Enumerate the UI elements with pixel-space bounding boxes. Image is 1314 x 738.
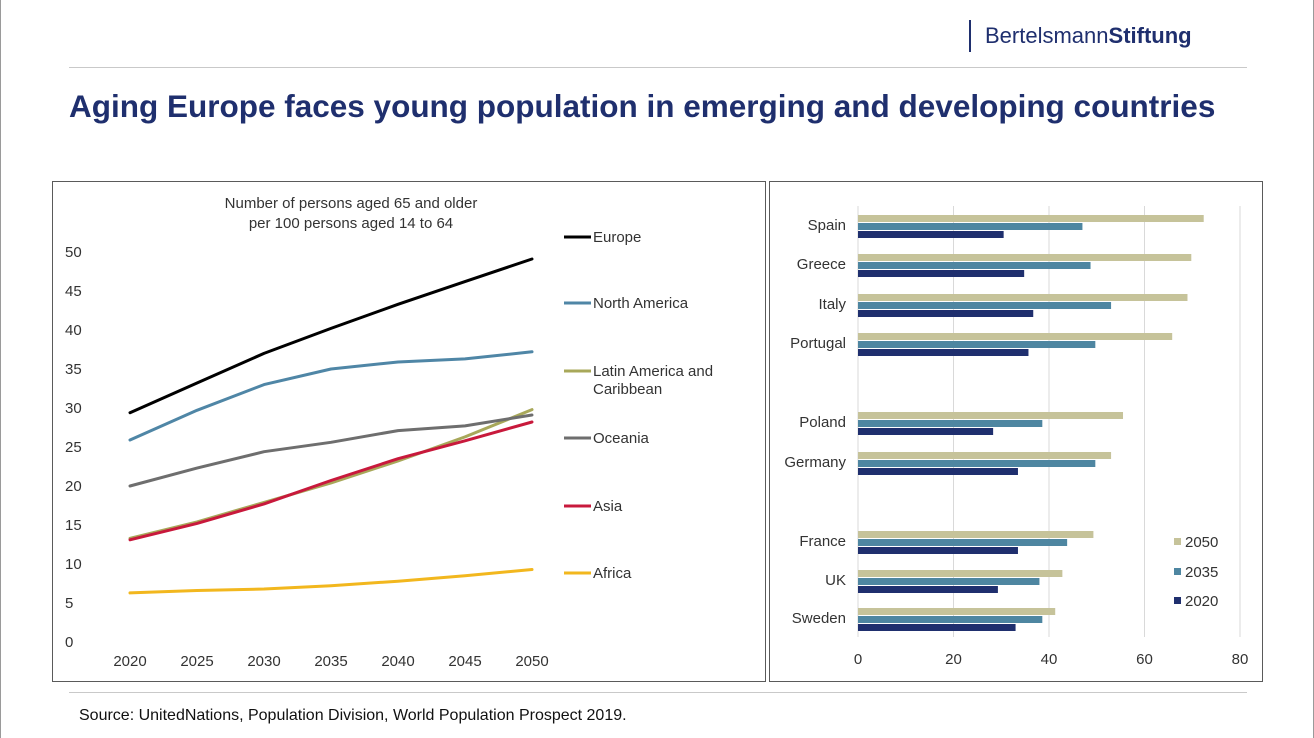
x-tick-label: 2050 bbox=[515, 653, 548, 670]
bar bbox=[858, 468, 1018, 475]
series-line bbox=[128, 408, 534, 540]
bar bbox=[858, 215, 1204, 222]
bar bbox=[858, 349, 1029, 356]
x-tick-label: 20 bbox=[945, 651, 962, 668]
category-label: Germany bbox=[784, 454, 846, 471]
series-line bbox=[128, 257, 534, 415]
category-label: Sweden bbox=[792, 610, 846, 627]
y-tick-label: 35 bbox=[65, 361, 82, 378]
series-line bbox=[128, 420, 534, 542]
bar bbox=[858, 412, 1124, 419]
y-tick-label: 10 bbox=[65, 556, 82, 573]
legend-label: Latin America and bbox=[593, 363, 713, 380]
x-tick-label: 2030 bbox=[247, 653, 280, 670]
footer-divider bbox=[69, 692, 1247, 693]
legend-label: Caribbean bbox=[593, 381, 662, 398]
category-label: France bbox=[799, 533, 846, 550]
bar bbox=[858, 310, 1034, 317]
bar bbox=[858, 428, 994, 435]
category-label: Portugal bbox=[790, 335, 846, 352]
line-chart: Number of persons aged 65 and older per 1… bbox=[65, 195, 713, 670]
x-tick-label: 0 bbox=[854, 651, 862, 668]
legend-label: 2050 bbox=[1185, 534, 1218, 551]
y-tick-label: 45 bbox=[65, 283, 82, 300]
bar bbox=[858, 616, 1043, 623]
bar bbox=[858, 578, 1040, 585]
bar-chart-panel: 0 20 40 60 80 Spain Greece Italy Portugal Poland G… bbox=[769, 181, 1263, 682]
x-tick-label: 2035 bbox=[314, 653, 347, 670]
x-tick-label: 80 bbox=[1232, 651, 1249, 668]
legend-swatch bbox=[1174, 538, 1181, 545]
source-note: Source: UnitedNations, Population Divisi… bbox=[79, 707, 627, 724]
category-label: Poland bbox=[799, 414, 846, 431]
bar bbox=[858, 341, 1096, 348]
legend-label: Oceania bbox=[593, 430, 650, 447]
bar bbox=[858, 262, 1091, 269]
legend-label: Europe bbox=[593, 229, 641, 246]
bar bbox=[858, 231, 1004, 238]
category-label: Spain bbox=[808, 217, 846, 234]
series-line bbox=[128, 413, 534, 488]
category-label: Italy bbox=[818, 296, 846, 313]
series-line bbox=[128, 350, 534, 442]
page-title: Aging Europe faces young population in e… bbox=[69, 88, 1216, 124]
bar bbox=[858, 294, 1188, 301]
bar bbox=[858, 586, 998, 593]
legend-label: North America bbox=[593, 295, 689, 312]
legend-label: Africa bbox=[593, 565, 632, 582]
legend-label: 2020 bbox=[1185, 593, 1218, 610]
brand-logo-part2: Stiftung bbox=[1108, 23, 1192, 48]
legend-swatch bbox=[1174, 568, 1181, 575]
header-divider bbox=[69, 67, 1247, 68]
bar bbox=[858, 531, 1094, 538]
x-tick-label: 2045 bbox=[448, 653, 481, 670]
category-label: UK bbox=[825, 572, 846, 589]
bar bbox=[858, 302, 1112, 309]
bar bbox=[858, 420, 1043, 427]
bar-chart: 0 20 40 60 80 Spain Greece Italy Portugal Poland G… bbox=[784, 206, 1249, 668]
x-tick-label: 40 bbox=[1041, 651, 1058, 668]
legend-swatch bbox=[1174, 597, 1181, 604]
legend-label: Asia bbox=[593, 498, 623, 515]
x-tick-label: 2040 bbox=[381, 653, 414, 670]
series-line bbox=[128, 568, 534, 595]
bar bbox=[858, 547, 1018, 554]
y-tick-label: 50 bbox=[65, 244, 82, 261]
bar bbox=[858, 608, 1056, 615]
x-tick-label: 2025 bbox=[180, 653, 213, 670]
bar bbox=[858, 333, 1173, 340]
bar bbox=[858, 539, 1068, 546]
line-chart-panel: Number of persons aged 65 and older per 1… bbox=[52, 181, 766, 682]
x-tick-label: 2020 bbox=[113, 653, 146, 670]
chart-title-line2: per 100 persons aged 14 to 64 bbox=[249, 215, 453, 232]
chart-title-line1: Number of persons aged 65 and older bbox=[225, 195, 478, 212]
y-tick-label: 25 bbox=[65, 439, 82, 456]
y-tick-label: 0 bbox=[65, 634, 73, 651]
y-tick-label: 40 bbox=[65, 322, 82, 339]
bar bbox=[858, 270, 1025, 277]
legend-label: 2035 bbox=[1185, 564, 1218, 581]
brand-logo: BertelsmannStiftung bbox=[969, 20, 1192, 52]
y-tick-label: 30 bbox=[65, 400, 82, 417]
bar bbox=[858, 254, 1192, 261]
y-tick-label: 5 bbox=[65, 595, 73, 612]
bar bbox=[858, 460, 1096, 467]
y-tick-label: 15 bbox=[65, 517, 82, 534]
bar bbox=[858, 624, 1016, 631]
bar bbox=[858, 223, 1083, 230]
bar bbox=[858, 570, 1063, 577]
category-label: Greece bbox=[797, 256, 846, 273]
bar bbox=[858, 452, 1112, 459]
x-tick-label: 60 bbox=[1136, 651, 1153, 668]
brand-logo-part1: Bertelsmann bbox=[985, 23, 1109, 48]
y-tick-label: 20 bbox=[65, 478, 82, 495]
